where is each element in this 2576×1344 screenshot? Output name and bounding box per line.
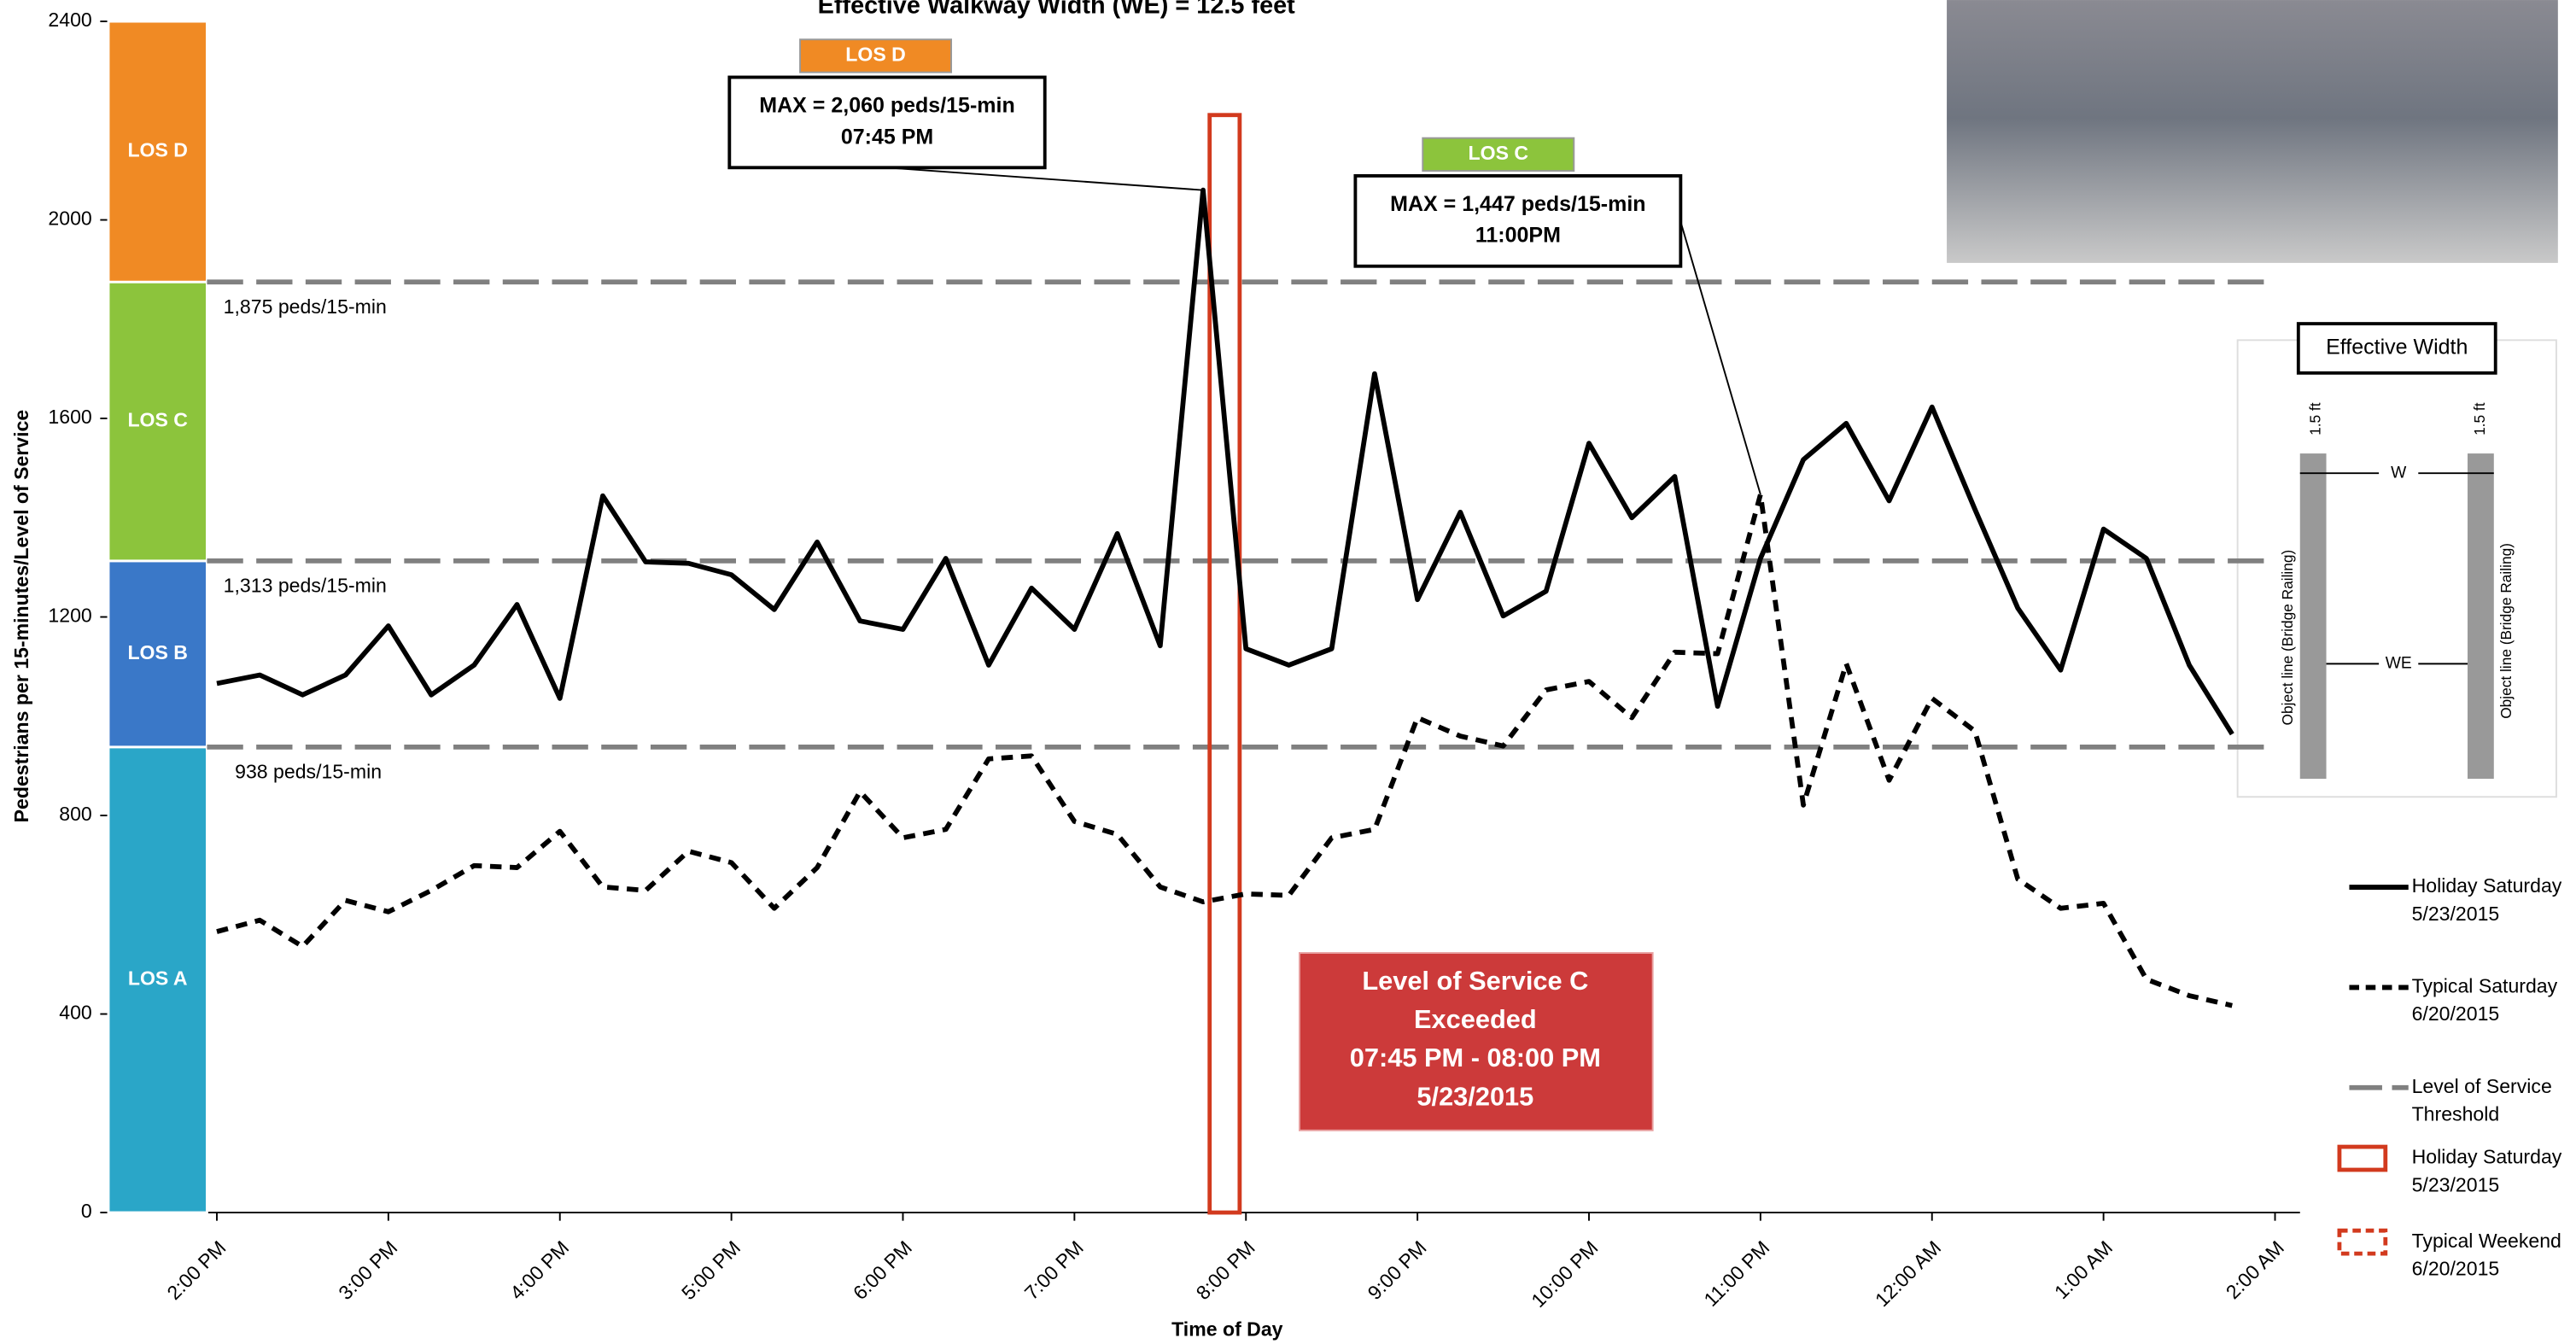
exceeded-text: Level of Service C — [1362, 966, 1588, 996]
x-tick-label: 3:00 PM — [334, 1236, 401, 1304]
diagram-title: Effective Width — [2326, 336, 2468, 359]
chart-title: Effective Walkway Width (WE) = 12.5 feet — [818, 0, 1296, 19]
diagram-label: Object line (Bridge Railing) — [2497, 543, 2515, 719]
effective-width-diagram: Effective Width — [2236, 322, 2557, 798]
diagram-label: 1.5 ft — [2307, 402, 2324, 435]
rail-right — [2468, 453, 2494, 780]
legend-label: Typical Saturday — [2412, 975, 2558, 997]
threshold-label: 938 peds/15-min — [235, 761, 382, 783]
diagram-title-box — [2296, 322, 2497, 375]
legend-label: 5/23/2015 — [2412, 903, 2500, 925]
callout-text: 07:45 PM — [841, 125, 933, 149]
x-tick-label: 10:00 PM — [1527, 1236, 1602, 1312]
diagram-label: 1.5 ft — [2471, 402, 2488, 435]
y-tick-label: 2000 — [48, 207, 91, 230]
los-band-label: LOS C — [127, 409, 188, 431]
callout-text: 11:00PM — [1475, 224, 1561, 248]
legend-swatch — [2337, 1144, 2388, 1172]
x-tick-label: 1:00 AM — [2050, 1236, 2117, 1303]
legend-label: Typical Weekend — [2412, 1230, 2561, 1252]
y-tick-label: 800 — [59, 803, 92, 825]
exceeded-box — [1299, 952, 1654, 1131]
los-band — [107, 280, 208, 563]
diagram-label: WE — [2386, 654, 2412, 672]
legend-label: 6/20/2015 — [2412, 1257, 2500, 1279]
x-tick-label: 5:00 PM — [677, 1236, 745, 1304]
legend-label: Level of Service — [2412, 1075, 2552, 1097]
diagram-label: W — [2391, 464, 2407, 482]
callout-tag-label: LOS D — [845, 44, 906, 66]
legend-label: Holiday Saturday — [2412, 1146, 2562, 1168]
callout-box — [1353, 173, 1683, 268]
x-tick-label: 8:00 PM — [1192, 1236, 1259, 1304]
exceeded-text: 07:45 PM - 08:00 PM — [1350, 1043, 1601, 1072]
legend-label: 6/20/2015 — [2412, 1002, 2500, 1025]
y-tick-label: 2400 — [48, 9, 91, 31]
callout-text: MAX = 1,447 peds/15-min — [1390, 192, 1645, 216]
y-tick-label: 400 — [59, 1002, 92, 1024]
callout-tag — [799, 38, 953, 73]
legend-label: Threshold — [2412, 1103, 2500, 1125]
y-tick-label: 1200 — [48, 605, 91, 627]
rail-left — [2299, 453, 2327, 780]
threshold-label: 1,313 peds/15-min — [224, 575, 387, 597]
x-tick-label: 6:00 PM — [849, 1236, 916, 1304]
legend-label: Holiday Saturday — [2412, 874, 2562, 897]
callout-leader — [886, 167, 1204, 191]
x-tick-label: 2:00 AM — [2222, 1236, 2288, 1303]
legend-label: 5/23/2015 — [2412, 1173, 2500, 1195]
diagram-label: Object line (Bridge Railing) — [2279, 550, 2296, 726]
y-tick-label: 1600 — [48, 406, 91, 428]
walkway-photo — [1947, 0, 2558, 263]
los-band-label: LOS A — [128, 967, 188, 990]
series-line — [216, 187, 2234, 736]
x-tick-label: 12:00 AM — [1871, 1236, 1945, 1311]
los-band — [107, 20, 208, 283]
legend-swatch — [2337, 1228, 2388, 1256]
exceeded-highlight — [1207, 113, 1242, 1215]
callout-box — [727, 75, 1047, 170]
callout-leader — [1679, 221, 1761, 495]
x-tick-label: 11:00 PM — [1699, 1236, 1773, 1311]
x-tick-label: 7:00 PM — [1020, 1236, 1088, 1304]
callout-tag-label: LOS C — [1469, 142, 1529, 164]
x-tick-label: 2:00 PM — [162, 1236, 230, 1304]
los-band-label: LOS D — [127, 139, 188, 161]
callout-text: MAX = 2,060 peds/15-min — [759, 94, 1014, 118]
callout-tag — [1422, 137, 1575, 172]
diagram-frame — [2236, 339, 2557, 798]
series-line — [216, 492, 2233, 1008]
exceeded-text: Exceeded — [1414, 1004, 1537, 1034]
y-axis-label: Pedestrians per 15-minutes/Level of Serv… — [10, 410, 32, 823]
los-band-label: LOS B — [127, 641, 188, 663]
x-tick-label: 4:00 PM — [505, 1236, 573, 1304]
los-band — [107, 745, 208, 1214]
y-tick-label: 0 — [81, 1200, 92, 1222]
x-tick-label: 9:00 PM — [1363, 1236, 1430, 1304]
exceeded-text: 5/23/2015 — [1417, 1081, 1533, 1111]
x-axis-label: Time of Day — [1171, 1318, 1283, 1341]
threshold-label: 1,875 peds/15-min — [224, 295, 387, 318]
